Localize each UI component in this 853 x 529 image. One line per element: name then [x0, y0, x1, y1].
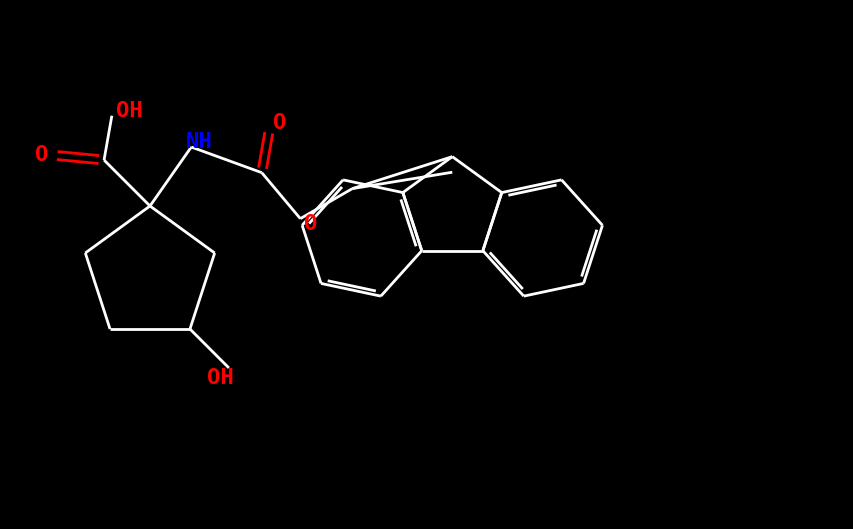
Text: O: O: [304, 214, 316, 234]
Text: OH: OH: [207, 368, 234, 388]
Text: O: O: [35, 145, 49, 165]
Text: OH: OH: [116, 101, 143, 121]
Text: O: O: [273, 113, 286, 133]
Text: NH: NH: [186, 132, 212, 152]
